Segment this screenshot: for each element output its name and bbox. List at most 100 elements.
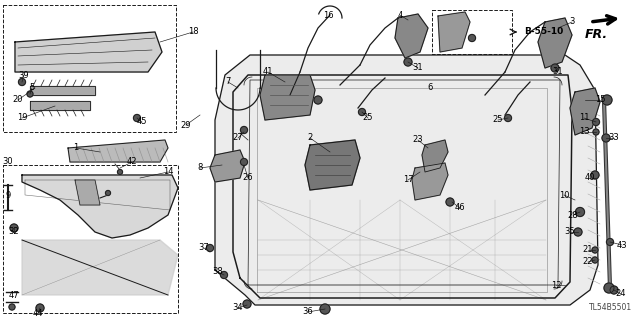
Text: 8: 8: [197, 164, 203, 173]
Text: 19: 19: [17, 114, 28, 122]
Text: 18: 18: [188, 27, 198, 36]
Polygon shape: [438, 12, 470, 52]
Text: 39: 39: [19, 70, 29, 79]
Text: 34: 34: [233, 303, 243, 313]
Text: 6: 6: [428, 84, 433, 93]
Text: 27: 27: [233, 133, 243, 143]
Circle shape: [591, 171, 599, 179]
Text: 25: 25: [493, 115, 503, 124]
Text: 28: 28: [568, 211, 579, 219]
Text: 40: 40: [585, 174, 595, 182]
Text: 17: 17: [403, 175, 413, 184]
Text: 22: 22: [583, 257, 593, 266]
Text: 12: 12: [551, 280, 561, 290]
Circle shape: [593, 118, 600, 125]
Text: 30: 30: [3, 158, 13, 167]
Circle shape: [593, 129, 599, 135]
Polygon shape: [412, 163, 448, 200]
Circle shape: [504, 115, 511, 122]
Text: 14: 14: [163, 167, 173, 176]
Polygon shape: [305, 140, 360, 190]
Text: 37: 37: [198, 243, 209, 253]
Circle shape: [404, 58, 412, 66]
Text: 44: 44: [33, 308, 44, 317]
Circle shape: [243, 300, 251, 308]
Text: 24: 24: [616, 290, 627, 299]
Text: 10: 10: [559, 190, 569, 199]
Circle shape: [221, 271, 227, 278]
Text: 41: 41: [263, 68, 273, 77]
Polygon shape: [75, 180, 100, 205]
Circle shape: [10, 224, 18, 232]
Text: 29: 29: [180, 121, 191, 130]
Text: 4: 4: [397, 11, 403, 19]
Circle shape: [9, 304, 15, 310]
Bar: [3, 165, 178, 313]
Circle shape: [106, 190, 111, 196]
Circle shape: [592, 247, 598, 253]
Text: 15: 15: [595, 95, 605, 105]
Circle shape: [358, 108, 365, 115]
Text: 11: 11: [579, 114, 589, 122]
Text: 32: 32: [9, 227, 19, 236]
Polygon shape: [210, 150, 245, 182]
Polygon shape: [538, 18, 572, 68]
Polygon shape: [422, 140, 448, 172]
Circle shape: [446, 198, 454, 206]
Text: 31: 31: [553, 68, 563, 77]
Text: 9: 9: [5, 190, 11, 199]
Circle shape: [241, 127, 248, 133]
Polygon shape: [30, 101, 90, 110]
Circle shape: [36, 304, 44, 312]
Text: 35: 35: [564, 227, 575, 236]
Circle shape: [574, 228, 582, 236]
Text: 43: 43: [617, 241, 627, 249]
Polygon shape: [395, 14, 428, 58]
Bar: [432, 10, 512, 54]
Text: FR.: FR.: [585, 28, 608, 41]
Circle shape: [575, 207, 584, 217]
Bar: [3, 5, 176, 132]
Circle shape: [468, 34, 476, 41]
Text: 16: 16: [323, 11, 333, 19]
Polygon shape: [30, 86, 95, 95]
Circle shape: [602, 95, 612, 105]
Circle shape: [134, 115, 141, 122]
Text: 47: 47: [9, 291, 19, 300]
Circle shape: [27, 91, 33, 97]
Circle shape: [607, 239, 614, 246]
Text: 5: 5: [29, 84, 35, 93]
Text: 38: 38: [212, 268, 223, 277]
Circle shape: [118, 169, 122, 174]
Polygon shape: [22, 240, 178, 295]
Polygon shape: [15, 32, 162, 72]
Circle shape: [19, 78, 26, 85]
Text: 36: 36: [303, 308, 314, 316]
Text: 1: 1: [74, 144, 79, 152]
Polygon shape: [22, 175, 178, 238]
Polygon shape: [260, 75, 315, 120]
Text: 3: 3: [570, 18, 575, 26]
Text: 26: 26: [243, 174, 253, 182]
Polygon shape: [570, 88, 600, 135]
Circle shape: [610, 286, 618, 294]
Text: 7: 7: [225, 78, 230, 86]
Circle shape: [592, 257, 598, 263]
Text: 21: 21: [583, 246, 593, 255]
Text: 46: 46: [454, 204, 465, 212]
Circle shape: [314, 96, 322, 104]
Circle shape: [602, 134, 610, 142]
Text: 2: 2: [307, 133, 312, 143]
Polygon shape: [68, 140, 168, 162]
Text: 13: 13: [579, 128, 589, 137]
Text: B-55-10: B-55-10: [524, 27, 563, 36]
Text: 45: 45: [137, 117, 147, 127]
Text: TL54B5501: TL54B5501: [589, 303, 632, 312]
Circle shape: [241, 159, 248, 166]
Text: 25: 25: [363, 114, 373, 122]
Polygon shape: [215, 55, 598, 305]
Text: 31: 31: [413, 63, 423, 72]
Circle shape: [207, 244, 214, 251]
Circle shape: [551, 64, 559, 72]
Text: 33: 33: [609, 133, 620, 143]
